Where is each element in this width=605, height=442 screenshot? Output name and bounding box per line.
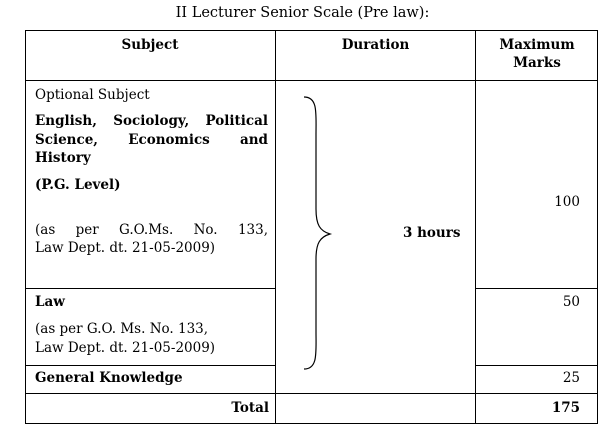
optional-subject-label: Optional Subject [35, 87, 150, 103]
row-divider [475, 288, 598, 289]
header-duration: Duration [341, 37, 410, 53]
law-label: Law [35, 294, 65, 310]
column-divider [275, 30, 276, 424]
row-divider [25, 80, 598, 81]
row-divider [25, 393, 598, 394]
header-max-marks-line1: Maximum [499, 37, 575, 53]
column-divider [475, 30, 476, 424]
row-divider [25, 365, 276, 366]
total-label: Total [231, 400, 269, 416]
right-brace [303, 96, 333, 370]
optional-level: (P.G. Level) [35, 177, 121, 193]
gk-marks: 25 [562, 370, 580, 386]
total-marks: 175 [551, 400, 580, 416]
duration-value: 3 hours [403, 225, 461, 241]
optional-note-line2: Law Dept. dt. 21-05-2009) [35, 240, 216, 256]
table-border [25, 30, 598, 424]
optional-marks: 100 [554, 194, 580, 210]
page-title: II Lecturer Senior Scale (Pre law): [175, 5, 430, 21]
optional-note-line1: (as per G.O.Ms. No. 133, [35, 222, 268, 238]
optional-subjects-line3: History [35, 150, 91, 166]
optional-subjects-line2: Science, Economics and [35, 132, 268, 148]
optional-subjects-line1: English, Sociology, Political [35, 113, 268, 129]
gk-label: General Knowledge [35, 370, 183, 386]
row-divider [475, 365, 598, 366]
law-marks: 50 [562, 294, 580, 310]
header-max-marks-line2: Marks [513, 55, 561, 71]
header-subject: Subject [121, 37, 179, 53]
law-note-line2: Law Dept. dt. 21-05-2009) [35, 340, 216, 356]
row-divider [25, 288, 276, 289]
law-note-line1: (as per G.O. Ms. No. 133, [35, 321, 209, 337]
